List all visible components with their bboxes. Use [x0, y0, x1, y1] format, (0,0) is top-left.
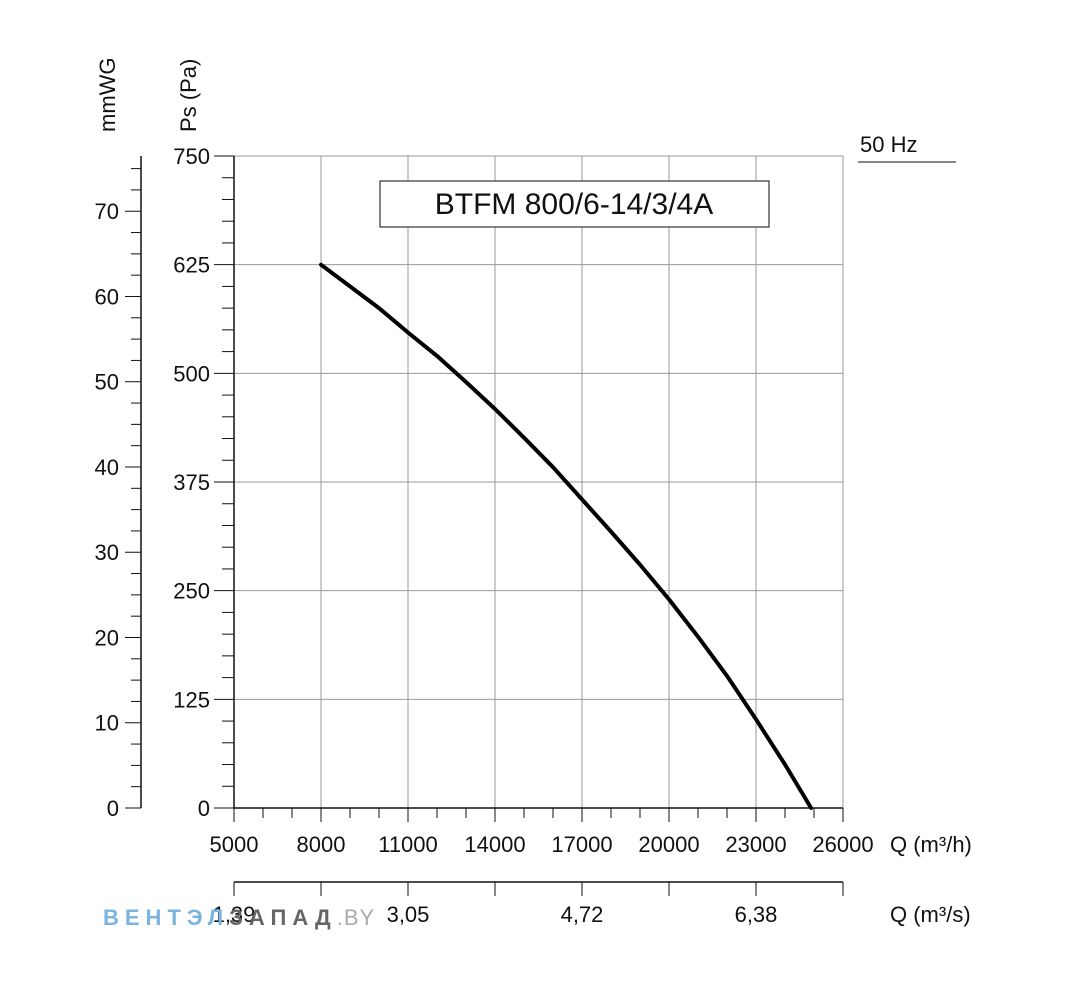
y-tick-label: 500: [173, 361, 210, 386]
y-secondary-tick-label: 20: [95, 625, 119, 650]
y-axis-label: Ps (Pa): [176, 59, 201, 132]
x-tick-label: 11000: [378, 832, 438, 857]
watermark-part-3: .BY: [337, 905, 375, 930]
y-tick-label: 250: [173, 579, 210, 604]
watermark-part-2: ЗАПАД: [229, 905, 337, 930]
y-secondary-tick-label: 60: [95, 284, 119, 309]
watermark: ВЕНТЭЛЗАПАД.BY: [103, 905, 375, 930]
x-secondary-tick-label: 6,38: [735, 902, 778, 927]
x-tick-label: 26000: [812, 832, 873, 857]
x-tick-label: 23000: [725, 832, 786, 857]
y-secondary-tick-label: 10: [95, 711, 119, 736]
x-axis-label: Q (m³/h): [890, 832, 972, 857]
series-layer: [319, 262, 814, 810]
y-secondary-tick-label: 30: [95, 540, 119, 565]
x-secondary-tick-label: 4,72: [561, 902, 604, 927]
x-tick-label: 5000: [210, 832, 259, 857]
y-secondary-tick-label: 0: [107, 796, 119, 821]
y-secondary-tick-label: 40: [95, 455, 119, 480]
x-tick-label: 14000: [464, 832, 525, 857]
y-tick-label: 0: [198, 796, 210, 821]
y-tick-label: 625: [173, 253, 210, 278]
y-tick-label: 125: [173, 687, 210, 712]
frequency-label: 50 Hz: [860, 132, 917, 157]
y-tick-label: 750: [173, 144, 210, 169]
x-tick-label: 17000: [551, 832, 612, 857]
x-axis-secondary-label: Q (m³/s): [890, 902, 971, 927]
chart-title: BTFM 800/6-14/3/4A: [435, 188, 713, 221]
x-secondary-tick-label: 3,05: [387, 902, 430, 927]
x-tick-label: 8000: [297, 832, 346, 857]
performance-curve: [319, 262, 814, 810]
y-secondary-tick-label: 50: [95, 370, 119, 395]
y-secondary-tick-label: 70: [95, 199, 119, 224]
x-tick-label: 20000: [638, 832, 699, 857]
y-tick-label: 375: [173, 470, 210, 495]
title-box: [379, 180, 770, 228]
grid: [234, 155, 844, 808]
watermark-part-1: ВЕНТЭЛ: [103, 905, 229, 930]
y-axis-secondary-label: mmWG: [95, 57, 120, 132]
axes: [125, 155, 844, 896]
x-secondary-tick-label: 1,39: [213, 902, 256, 927]
